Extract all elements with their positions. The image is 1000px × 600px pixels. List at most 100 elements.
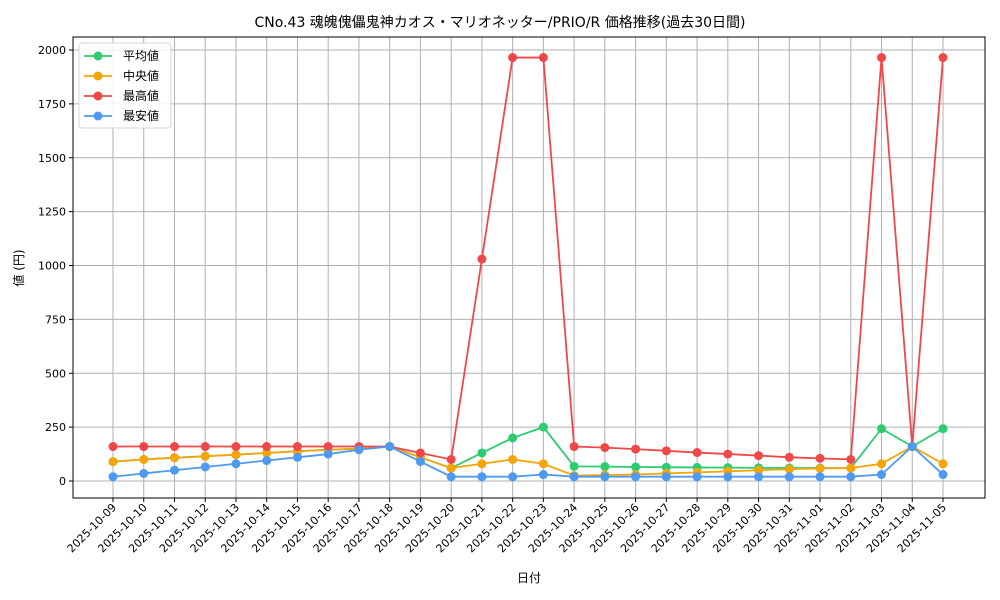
data-point — [723, 472, 733, 482]
data-point — [139, 442, 149, 452]
y-axis-ticks: 0 250 500 750 1000 1250 1500 1750 2000 — [38, 44, 73, 488]
y-tick-label: 2000 — [38, 44, 66, 57]
data-point — [631, 472, 641, 482]
data-point — [661, 446, 671, 456]
y-tick-label: 1500 — [38, 152, 66, 165]
data-point — [938, 53, 948, 63]
data-point — [661, 472, 671, 482]
data-point — [262, 442, 272, 452]
x-axis-label: 日付 — [517, 571, 541, 585]
y-tick-label: 1250 — [38, 206, 66, 219]
series-lines — [108, 53, 948, 482]
data-point — [508, 454, 518, 464]
plot-frame — [72, 36, 986, 499]
series-line — [112, 445, 944, 478]
data-point — [754, 465, 764, 475]
data-point — [508, 53, 518, 63]
data-point — [600, 462, 610, 472]
data-point — [169, 442, 179, 452]
data-point — [846, 463, 856, 473]
data-point — [784, 452, 794, 462]
legend-marker — [93, 111, 103, 121]
data-point — [938, 459, 948, 469]
data-point — [477, 254, 487, 264]
data-point — [569, 442, 579, 452]
data-point — [784, 472, 794, 482]
data-point — [323, 449, 333, 459]
data-point — [723, 449, 733, 459]
grid-lines — [73, 37, 985, 498]
data-point — [446, 463, 456, 473]
data-point — [538, 470, 548, 480]
data-point — [784, 464, 794, 474]
y-axis-label: 値 (円) — [11, 249, 26, 286]
data-point — [231, 442, 241, 452]
data-point — [815, 464, 825, 474]
data-point — [846, 472, 856, 482]
data-point — [169, 465, 179, 475]
x-axis-ticks: 2025-10-092025-10-102025-10-112025-10-12… — [65, 498, 949, 555]
y-tick-label: 750 — [45, 313, 66, 326]
data-point — [231, 459, 241, 469]
data-point — [938, 470, 948, 480]
data-point — [415, 448, 425, 458]
data-point — [139, 454, 149, 464]
data-point — [446, 472, 456, 482]
data-point — [385, 442, 395, 452]
y-tick-label: 1750 — [38, 98, 66, 111]
legend-label: 中央値 — [123, 68, 159, 83]
data-point — [815, 472, 825, 482]
data-point — [262, 456, 272, 466]
series-2 — [108, 53, 948, 464]
data-point — [877, 459, 887, 469]
data-point — [477, 472, 487, 482]
data-point — [754, 472, 764, 482]
data-point — [292, 442, 302, 452]
data-point — [231, 450, 241, 460]
legend-box — [78, 42, 172, 129]
data-point — [108, 472, 118, 482]
legend-marker — [93, 71, 103, 81]
series-line — [113, 56, 944, 461]
legend-marker — [93, 91, 103, 101]
data-point — [692, 448, 702, 458]
data-point — [508, 472, 518, 482]
data-point — [877, 470, 887, 480]
data-point — [538, 53, 548, 63]
data-point — [877, 424, 887, 434]
data-point — [631, 462, 641, 472]
data-point — [477, 448, 487, 458]
y-tick-label: 0 — [59, 475, 66, 488]
data-point — [538, 459, 548, 469]
data-point — [692, 472, 702, 482]
data-point — [446, 454, 456, 464]
data-point — [508, 433, 518, 443]
legend-marker — [93, 51, 103, 61]
data-point — [538, 422, 548, 432]
data-point — [631, 444, 641, 454]
data-point — [815, 453, 825, 463]
data-point — [477, 459, 487, 469]
series-3 — [108, 442, 948, 482]
data-point — [938, 424, 948, 434]
data-point — [262, 448, 272, 458]
data-point — [200, 462, 210, 472]
data-point — [754, 451, 764, 461]
legend-label: 平均値 — [123, 48, 159, 63]
data-point — [846, 454, 856, 464]
series-line — [112, 445, 944, 477]
legend-label: 最高値 — [123, 88, 159, 103]
data-point — [108, 457, 118, 467]
y-tick-label: 1000 — [38, 260, 66, 273]
data-point — [200, 451, 210, 461]
data-point — [569, 461, 579, 471]
data-point — [139, 468, 149, 478]
data-point — [415, 457, 425, 467]
y-tick-label: 250 — [45, 421, 66, 434]
data-point — [907, 442, 917, 452]
data-point — [169, 453, 179, 463]
data-point — [200, 442, 210, 452]
